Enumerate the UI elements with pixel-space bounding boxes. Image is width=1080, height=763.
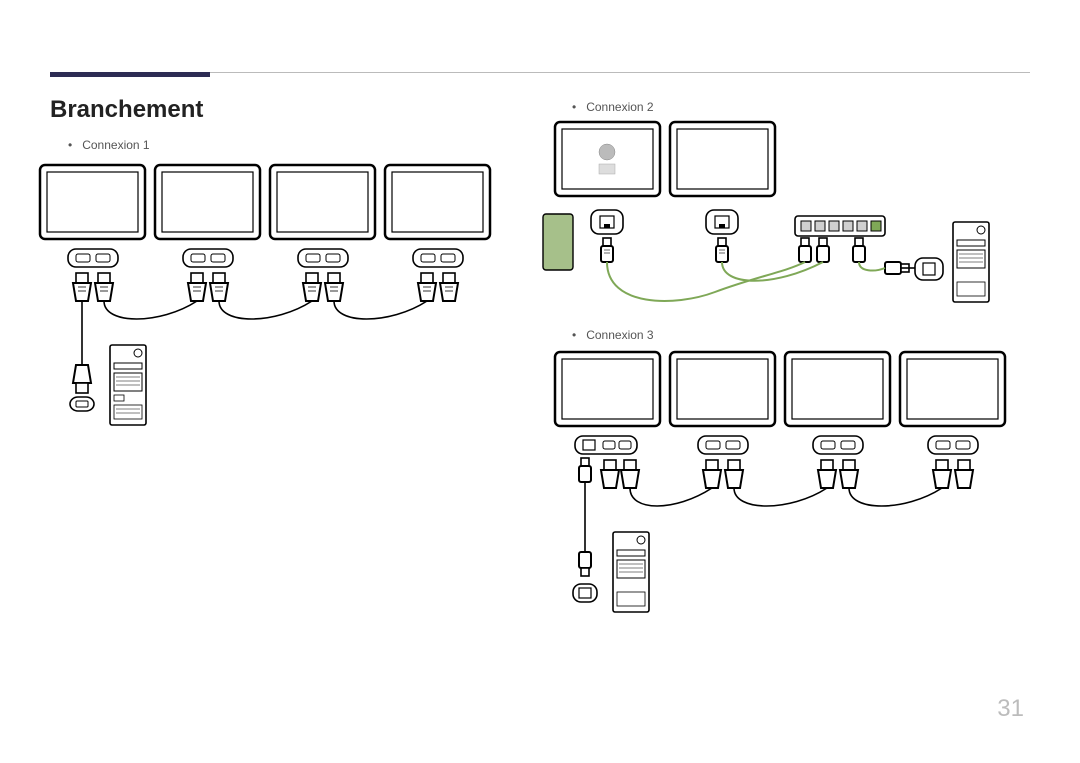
- c1-pc-link: [70, 301, 94, 411]
- diagrams-svg: [0, 0, 1080, 763]
- diagram-connexion-2: [543, 122, 989, 302]
- diagram-connexion-1: [40, 165, 490, 425]
- c3-connectors: [579, 458, 973, 506]
- diagram-connexion-3: [555, 352, 1005, 612]
- c2-monitors: [555, 122, 775, 196]
- c1-connectors: [73, 273, 458, 319]
- c3-pc-link: [573, 482, 597, 602]
- c2-pc-side: [915, 222, 989, 302]
- c3-pc-tower: [613, 532, 649, 612]
- c2-hub: [795, 216, 885, 236]
- c3-monitors: [555, 352, 1005, 426]
- c2-lan-panels: [591, 210, 738, 234]
- c1-port-panels: [68, 249, 463, 267]
- c1-monitors: [40, 165, 490, 239]
- c1-pc-tower: [110, 345, 146, 425]
- c3-port-panels: [575, 436, 978, 454]
- page-root: Branchement •Connexion 1 •Connexion 2 •C…: [0, 0, 1080, 763]
- c2-green-cables: [607, 262, 885, 301]
